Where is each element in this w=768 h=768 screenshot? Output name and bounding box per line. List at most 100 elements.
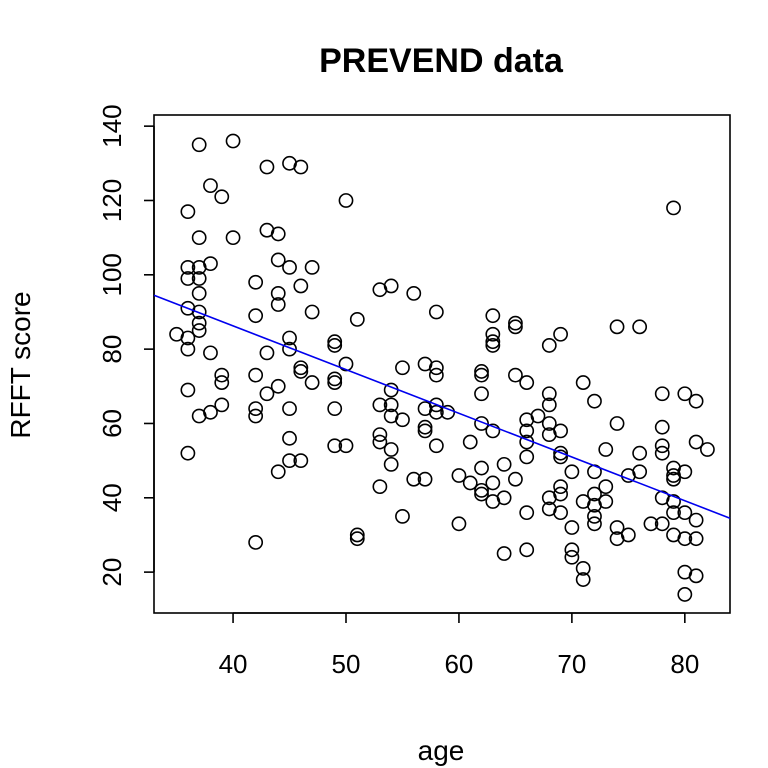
- data-point: [395, 508, 410, 524]
- data-point: [541, 386, 557, 402]
- data-point: [496, 546, 512, 561]
- data-point: [428, 397, 444, 413]
- data-point: [688, 531, 704, 547]
- data-point: [428, 438, 444, 454]
- data-point: [474, 364, 489, 379]
- data-point: [180, 271, 196, 286]
- data-point: [203, 404, 218, 420]
- data-point: [519, 542, 535, 558]
- data-point: [282, 341, 297, 357]
- data-point: [203, 345, 218, 361]
- data-point: [270, 378, 286, 394]
- x-tick-label: 40: [219, 649, 248, 679]
- data-point: [180, 204, 196, 220]
- data-point: [609, 319, 625, 335]
- data-point: [654, 386, 670, 402]
- data-point: [688, 393, 704, 409]
- data-point: [259, 386, 275, 402]
- data-point: [180, 445, 196, 461]
- y-tick-label: 140: [97, 104, 127, 147]
- data-point: [530, 408, 546, 424]
- data-point: [372, 479, 388, 495]
- data-point: [553, 326, 568, 342]
- data-point: [553, 449, 568, 465]
- data-point: [519, 423, 535, 439]
- data-point: [700, 442, 715, 457]
- data-point: [598, 442, 614, 457]
- data-point: [609, 520, 625, 535]
- data-point: [282, 330, 297, 346]
- data-point: [417, 471, 433, 487]
- data-point: [462, 434, 478, 450]
- data-point: [417, 419, 433, 435]
- data-point: [282, 453, 297, 469]
- data-point: [293, 453, 309, 469]
- data-point: [383, 456, 399, 472]
- data-point: [338, 438, 354, 454]
- data-point: [293, 159, 309, 175]
- data-point: [428, 360, 444, 376]
- data-point: [519, 449, 535, 465]
- data-point: [395, 412, 410, 428]
- data-point: [654, 438, 670, 454]
- x-tick-label: 80: [670, 649, 699, 679]
- data-point: [372, 434, 388, 450]
- data-point: [632, 464, 648, 480]
- data-points: [169, 133, 715, 602]
- data-point: [214, 375, 230, 390]
- data-point: [474, 482, 489, 498]
- data-point: [553, 505, 568, 521]
- data-point: [553, 423, 568, 439]
- data-point: [191, 137, 207, 153]
- data-point: [270, 226, 286, 242]
- y-tick-label: 20: [97, 558, 127, 587]
- data-point: [270, 297, 286, 312]
- x-tick-label: 50: [332, 649, 361, 679]
- data-point: [553, 479, 568, 495]
- data-point: [293, 278, 309, 294]
- data-point: [282, 259, 297, 275]
- data-point: [553, 486, 568, 502]
- data-point: [395, 360, 410, 376]
- data-point: [666, 471, 681, 487]
- x-axis-label: age: [418, 735, 465, 766]
- data-point: [508, 367, 523, 383]
- data-point: [383, 397, 399, 413]
- data-point: [564, 542, 580, 558]
- data-point: [541, 338, 557, 353]
- data-point: [508, 315, 523, 331]
- data-point: [598, 479, 614, 495]
- data-point: [191, 304, 207, 320]
- data-point: [338, 356, 354, 372]
- data-point: [214, 367, 230, 383]
- data-point: [474, 367, 489, 383]
- data-point: [496, 490, 512, 506]
- data-point: [587, 486, 602, 502]
- data-point: [632, 319, 648, 335]
- data-point: [428, 367, 444, 383]
- data-point: [508, 319, 523, 335]
- data-point: [248, 401, 264, 416]
- data-point: [203, 178, 218, 194]
- data-point: [349, 531, 365, 547]
- data-point: [259, 159, 275, 175]
- data-point: [654, 516, 670, 532]
- regression-line-group: [153, 294, 731, 519]
- data-point: [496, 456, 512, 472]
- data-point: [327, 338, 343, 353]
- data-point: [282, 430, 297, 446]
- data-point: [485, 326, 501, 342]
- data-point: [293, 364, 309, 379]
- data-point: [327, 401, 343, 416]
- data-point: [428, 404, 444, 420]
- y-tick-label: 100: [97, 253, 127, 296]
- y-tick-label: 120: [97, 179, 127, 222]
- y-tick-label: 40: [97, 483, 127, 512]
- data-point: [474, 386, 489, 402]
- data-point: [191, 315, 207, 331]
- data-point: [587, 508, 602, 524]
- data-point: [474, 416, 489, 431]
- y-tick-label: 80: [97, 335, 127, 364]
- data-point: [677, 587, 693, 602]
